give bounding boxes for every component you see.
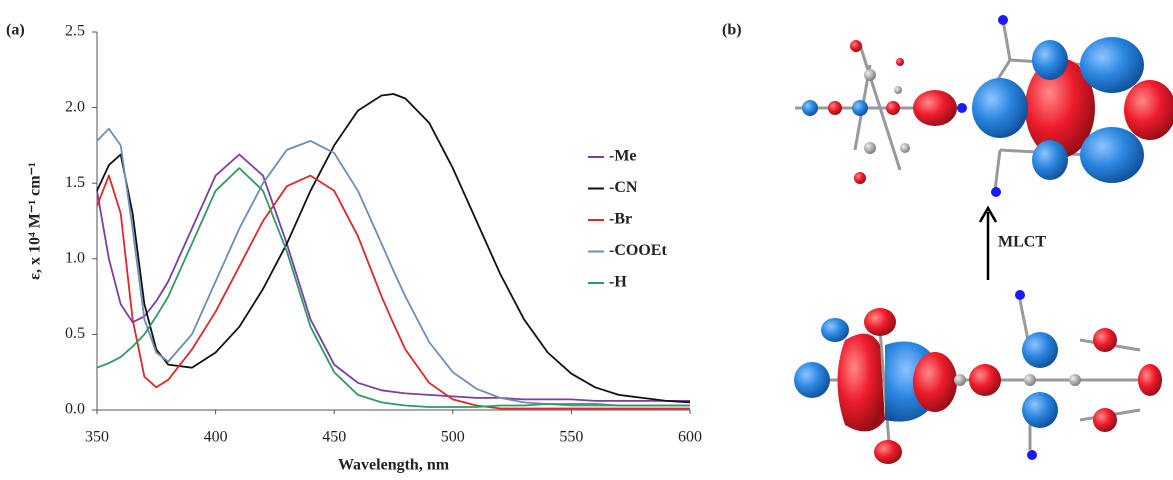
y-tick-label: 0.0 [65,401,85,418]
x-tick-label: 550 [559,429,583,446]
series-line [97,155,690,401]
panel-label: (b) [722,22,742,39]
legend-label: -H [609,274,627,291]
x-tick-label: 450 [322,429,346,446]
y-tick-label: 2.5 [65,23,85,40]
legend-label: -Br [609,211,632,228]
x-axis-label: Wavelength, nm [338,457,450,474]
y-tick-label: 1.5 [65,174,85,191]
y-tick-label: 0.5 [65,325,85,342]
y-tick-label: 2.0 [65,98,85,115]
orbital-upper [795,15,1173,197]
x-tick-label: 350 [85,429,109,446]
page: (a) (b) Wavelength, nm ε, x 10⁴ M⁻¹ cm⁻¹… [0,0,1173,480]
orbital-lower [794,290,1162,464]
series-line [97,129,690,406]
x-tick-label: 500 [441,429,465,446]
panel-label: (a) [6,22,25,39]
transition-label: MLCT [998,234,1046,251]
series-line [97,176,690,409]
x-tick-label: 400 [204,429,228,446]
x-tick-label: 600 [678,429,702,446]
legend-label: -CN [609,179,638,196]
series-line [97,168,690,407]
legend-label: -COOEt [609,242,667,259]
y-axis-label: ε, x 10⁴ M⁻¹ cm⁻¹ [27,162,44,280]
legend-label: -Me [609,148,637,165]
y-tick-label: 1.0 [65,249,85,266]
figure: (a) (b) Wavelength, nm ε, x 10⁴ M⁻¹ cm⁻¹… [0,0,1173,480]
